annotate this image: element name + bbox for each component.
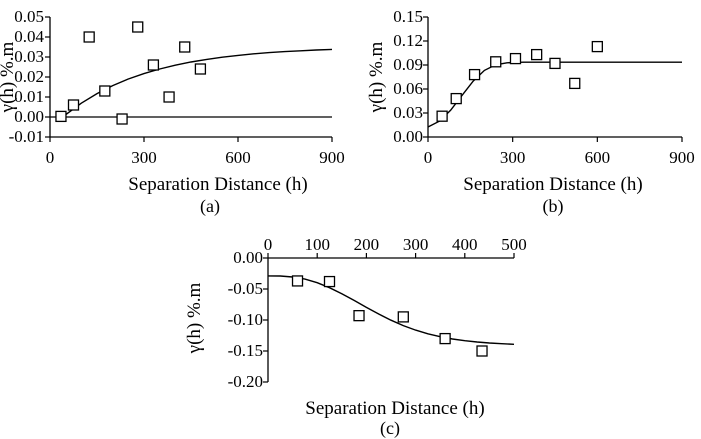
data-point: [323, 275, 336, 288]
y-tick-label: 0.05: [14, 7, 44, 26]
y-axis-title: γ(h) %.m: [0, 41, 18, 113]
y-tick-label: 0.03: [393, 103, 423, 122]
model-curve: [267, 275, 515, 345]
data-point: [490, 56, 502, 68]
x-tick-label: 400: [452, 235, 478, 254]
y-tick-label: 0.00: [233, 248, 263, 267]
y-axis-title: γ(h) %.m: [366, 41, 387, 113]
x-tick-label: 300: [403, 235, 429, 254]
panel-label: (b): [543, 196, 564, 217]
data-point: [194, 63, 207, 75]
panel-c: 0.00 -0.05 -0.10 -0.15 -0.20 0 100 200 300 400 500…: [184, 235, 527, 439]
data-point: [55, 110, 67, 123]
data-point: [353, 310, 365, 322]
panel-label: (c): [380, 418, 400, 439]
data-point: [549, 57, 561, 70]
model-curve: [427, 61, 682, 128]
data-point: [132, 21, 144, 33]
x-tick-label: 100: [304, 235, 330, 254]
y-tick-label: -0.01: [9, 127, 44, 146]
x-tick-label: 0: [264, 235, 273, 254]
data-point: [476, 345, 488, 357]
y-tick-label: -0.10: [228, 310, 263, 329]
data-point: [67, 99, 80, 111]
data-point: [450, 92, 462, 105]
y-tick-label: -0.15: [228, 341, 263, 360]
y-tick-label: 0.06: [393, 79, 423, 98]
data-point: [436, 110, 448, 122]
x-tick-label: 600: [585, 148, 611, 167]
y-tick-label: -0.20: [228, 372, 263, 391]
y-tick-label: 0.00: [14, 107, 44, 126]
y-tick-label: 0.09: [393, 55, 423, 74]
y-axis-title: γ(h) %.m: [184, 282, 205, 354]
x-tick-label: 900: [669, 148, 695, 167]
x-axis-title: Separation Distance (h): [305, 398, 484, 419]
x-tick-label: 200: [354, 235, 380, 254]
panel-b: 0.00 0.03 0.06 0.09 0.12 0.15 0 300 600 900 Separa…: [366, 7, 695, 217]
y-tick-label: 0.12: [393, 31, 423, 50]
data-point: [116, 113, 128, 125]
x-tick-label: 300: [131, 148, 157, 167]
x-tick-label: 900: [319, 148, 345, 167]
data-point: [531, 48, 543, 61]
y-tick-label: 0.03: [14, 47, 44, 66]
data-point: [397, 311, 409, 323]
data-point: [591, 40, 603, 53]
data-point: [163, 91, 175, 103]
y-tick-label: 0.04: [14, 27, 44, 46]
data-point: [439, 332, 451, 345]
x-tick-label: 600: [225, 148, 251, 167]
x-tick-label: 500: [501, 235, 527, 254]
y-tick-label: 0.00: [393, 127, 423, 146]
y-tick-label: 0.02: [14, 67, 44, 86]
data-point: [569, 77, 581, 90]
y-tick-label: 0.15: [393, 7, 423, 26]
model-curve: [62, 48, 333, 118]
x-tick-label: 300: [500, 148, 526, 167]
data-point: [509, 52, 522, 65]
x-axis-title: Separation Distance (h): [128, 174, 307, 195]
x-axis-title: Separation Distance (h): [463, 174, 642, 195]
y-tick-label: -0.05: [228, 279, 263, 298]
panel-label: (a): [200, 196, 220, 217]
data-point: [147, 59, 160, 71]
x-tick-label: 0: [424, 148, 433, 167]
x-tick-label: 0: [46, 148, 55, 167]
y-tick-label: 0.01: [14, 87, 44, 106]
data-point: [468, 68, 481, 81]
data-point: [179, 41, 191, 53]
data-point: [291, 275, 304, 287]
data-point: [83, 31, 95, 43]
data-point: [99, 85, 111, 97]
panel-a: -0.010.000.010.020.030.040.05 0 300 600 900 S…: [0, 7, 345, 217]
